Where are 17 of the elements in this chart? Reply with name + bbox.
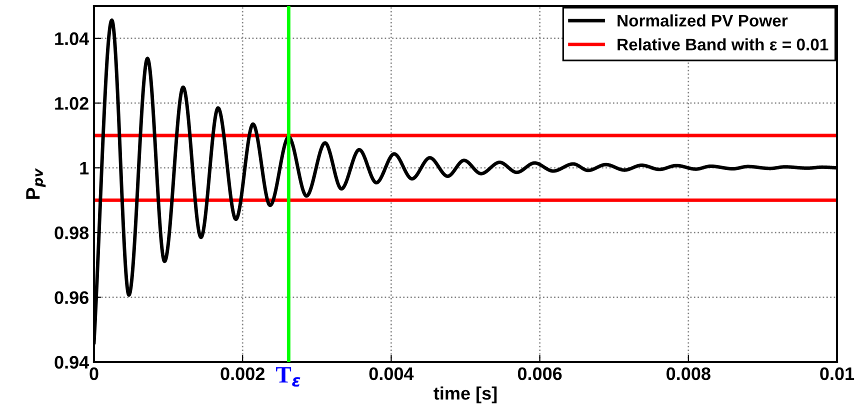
legend-label: Relative Band with ε = 0.01 (618, 38, 828, 50)
y-tick-label: 0.96 (54, 291, 88, 304)
x-tick-label: 0.006 (518, 367, 562, 380)
x-axis-title: time [s] (434, 386, 497, 404)
y-tick-label: 1 (80, 162, 89, 174)
x-tick-label: 0.004 (369, 367, 414, 380)
y-tick-label: 1.04 (55, 32, 90, 46)
legend-label: Normalized PV Power (618, 14, 788, 27)
y-tick-label: 1.02 (55, 97, 88, 110)
y-tick-label: 0.98 (54, 226, 89, 240)
x-tick-label: 0.002 (220, 367, 264, 380)
ref-line-label: T$_{ε}$ (276, 367, 300, 387)
x-tick-label: 0.01 (820, 367, 854, 380)
x-tick-label: 0.008 (666, 367, 710, 380)
x-tick-label: 0 (90, 367, 98, 380)
y-tick-label: 0.94 (54, 356, 90, 369)
y-axis-title: P$_{pv}$ (26, 168, 46, 199)
